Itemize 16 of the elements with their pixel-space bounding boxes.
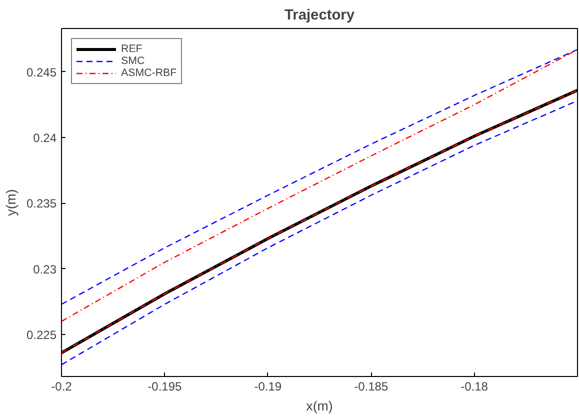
x-tick-label: -0.18 <box>460 380 488 394</box>
x-tick-label: -0.2 <box>51 380 72 394</box>
x-axis-title: x(m) <box>306 398 333 414</box>
x-tick-label: -0.185 <box>354 380 388 394</box>
legend-label: ASMC-RBF <box>121 67 177 79</box>
y-tick-label: 0.235 <box>26 196 57 211</box>
legend-label: SMC <box>121 55 145 67</box>
y-axis-title: y(m) <box>3 189 18 216</box>
chart-title: Trajectory <box>284 8 356 24</box>
legend-label: REF <box>121 43 142 55</box>
y-tick-label: 0.245 <box>26 65 57 80</box>
y-tick-label: 0.23 <box>33 262 57 276</box>
y-tick-label: 0.24 <box>33 130 57 145</box>
x-tick-label: -0.195 <box>148 380 182 394</box>
x-tick-label: -0.19 <box>254 380 282 394</box>
y-tick-label: 0.225 <box>26 328 57 342</box>
